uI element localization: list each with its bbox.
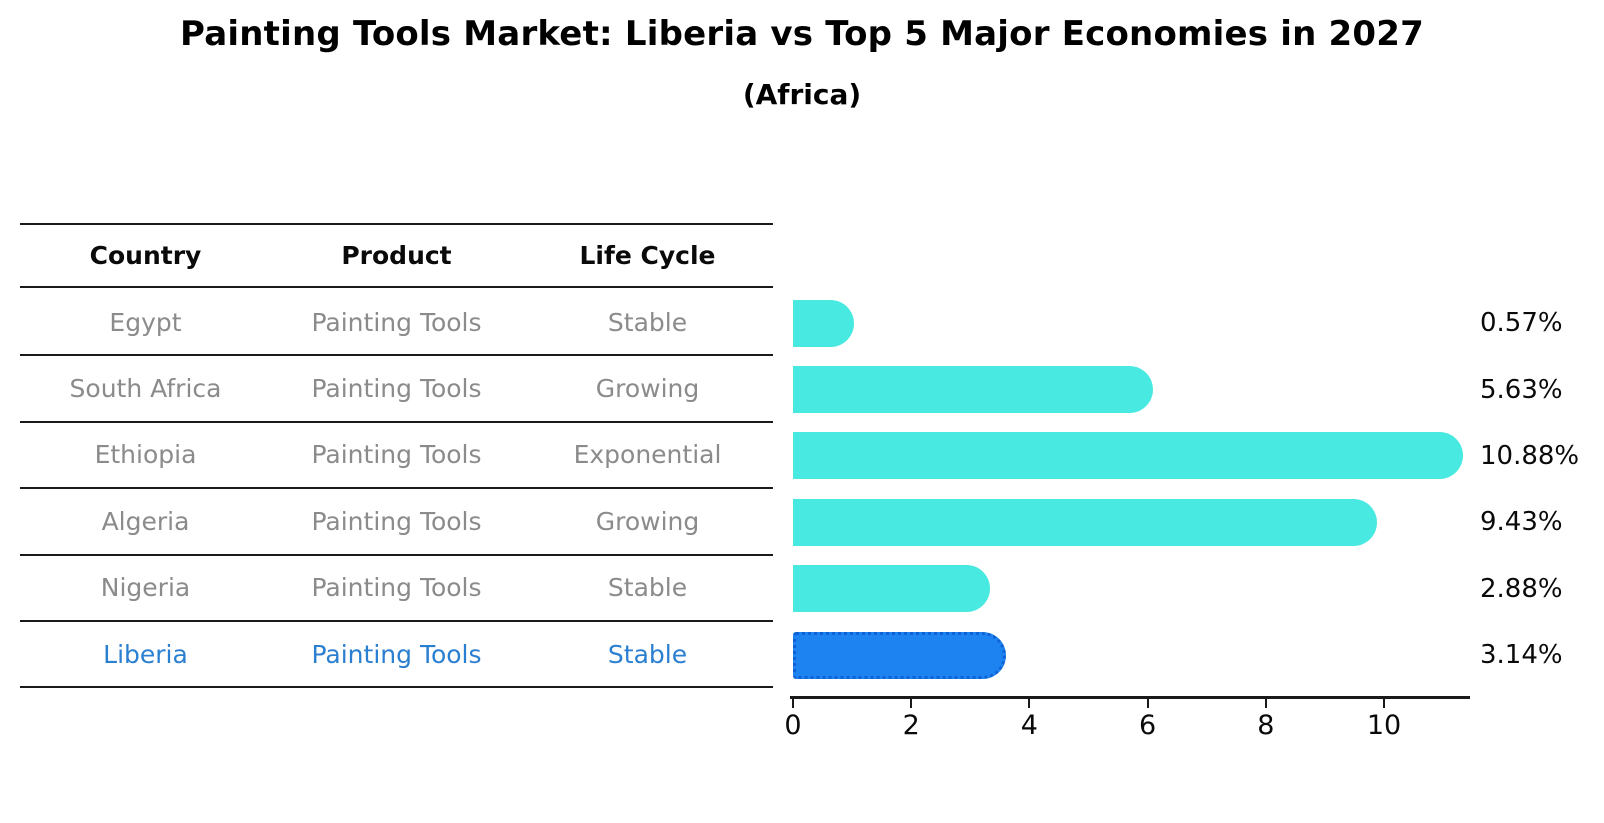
table-cell-product: Painting Tools xyxy=(311,573,482,603)
value-bar xyxy=(793,366,1153,414)
value-label: 0.57% xyxy=(1480,308,1563,339)
chart-title: Painting Tools Market: Liberia vs Top 5 … xyxy=(180,14,1424,54)
value-bar xyxy=(793,432,1463,480)
table-header-cell-1: Product xyxy=(341,241,452,270)
table-row: Ethiopia Painting Tools Exponential 10.88% xyxy=(0,423,1604,490)
table-cell-product: Painting Tools xyxy=(311,374,482,404)
x-axis-tick-label: 6 xyxy=(1139,710,1157,741)
value-label: 5.63% xyxy=(1480,374,1563,405)
x-axis-tick xyxy=(792,699,794,708)
table-cell-life_cycle: Stable xyxy=(607,639,688,669)
table-row: Algeria Painting Tools Growing 9.43% xyxy=(0,489,1604,556)
value-label: 3.14% xyxy=(1480,640,1563,671)
x-axis-tick xyxy=(910,699,913,708)
x-axis-tick-label: 4 xyxy=(1020,710,1038,741)
table-header-cell-0: Country xyxy=(89,241,202,270)
table-cell-product: Painting Tools xyxy=(311,440,482,470)
table-row-cells: Liberia Painting Tools Stable xyxy=(20,622,773,689)
table-cell-life_cycle: Growing xyxy=(595,374,700,404)
table-cell-product: Painting Tools xyxy=(311,506,482,536)
table-cell-life_cycle: Stable xyxy=(607,573,688,603)
table-cell-product: Painting Tools xyxy=(311,639,482,669)
table-cell-country: South Africa xyxy=(69,374,222,404)
x-axis-tick-label: 10 xyxy=(1366,710,1402,741)
table-cell-life_cycle: Growing xyxy=(595,506,700,536)
table-cell-product: Painting Tools xyxy=(311,307,482,337)
table-row: South Africa Painting Tools Growing 5.63% xyxy=(0,356,1604,423)
table-row-cells: Egypt Painting Tools Stable xyxy=(20,290,773,357)
x-axis-tick-label: 0 xyxy=(784,710,802,741)
table-row: Egypt Painting Tools Stable 0.57% xyxy=(0,290,1604,357)
table-cell-country: Algeria xyxy=(101,506,190,536)
table-cell-life_cycle: Stable xyxy=(607,307,688,337)
table-row: Liberia Painting Tools Stable 3.14% xyxy=(0,622,1604,689)
value-bar xyxy=(793,498,1378,546)
value-label: 2.88% xyxy=(1480,573,1563,604)
table-header-cell-2: Life Cycle xyxy=(579,241,716,270)
table-cell-country: Ethiopia xyxy=(94,440,197,470)
x-axis-tick xyxy=(1264,699,1267,708)
value-label: 10.88% xyxy=(1480,440,1580,471)
table-cell-country: Liberia xyxy=(103,639,188,669)
table-cell-life_cycle: Exponential xyxy=(573,440,722,470)
x-axis-tick-label: 2 xyxy=(902,710,920,741)
table-cell-country: Nigeria xyxy=(100,573,191,603)
chart-subtitle: (Africa) xyxy=(742,78,862,111)
table-row-cells: Ethiopia Painting Tools Exponential xyxy=(20,423,773,490)
value-bar xyxy=(793,299,854,347)
x-axis-line xyxy=(790,696,1470,699)
highlight-bar xyxy=(793,631,1006,679)
x-axis-tick xyxy=(1028,699,1031,708)
table-cell-country: Egypt xyxy=(109,307,182,337)
table-header-row: Country Product Life Cycle xyxy=(20,223,773,288)
table-row-cells: South Africa Painting Tools Growing xyxy=(20,356,773,423)
table-row-cells: Nigeria Painting Tools Stable xyxy=(20,556,773,622)
table-row: Nigeria Painting Tools Stable 2.88% xyxy=(0,556,1604,622)
table-row-cells: Algeria Painting Tools Growing xyxy=(20,489,773,556)
x-axis-tick-label: 8 xyxy=(1257,710,1275,741)
x-axis-tick xyxy=(1146,699,1149,708)
x-axis-tick xyxy=(1383,699,1385,708)
value-label: 9.43% xyxy=(1480,507,1563,538)
value-bar xyxy=(793,565,991,613)
